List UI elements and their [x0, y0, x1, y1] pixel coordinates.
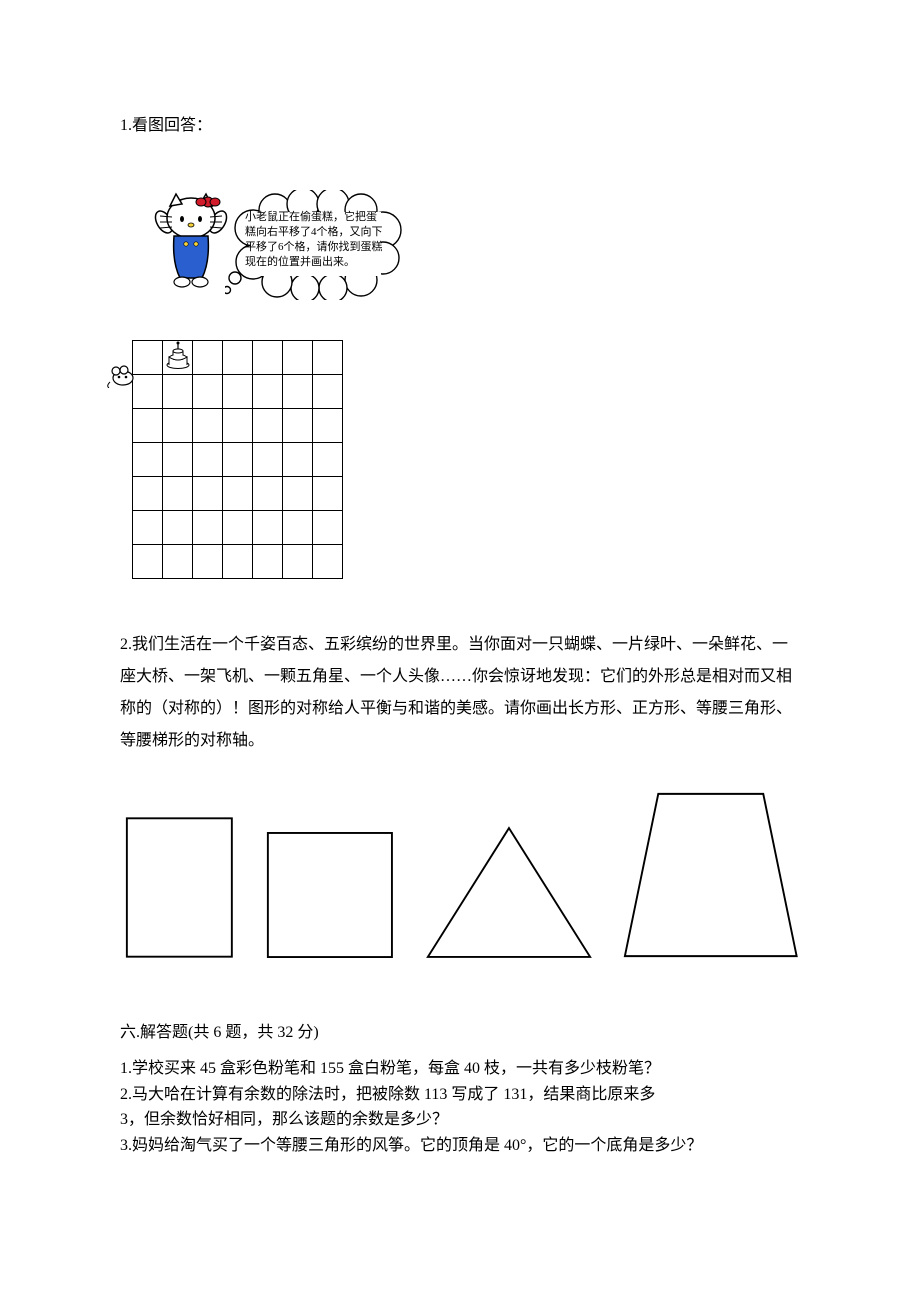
cat-character-icon [152, 192, 230, 288]
problem-line: 2.马大哈在计算有余数的除法时，把被除数 113 写成了 131，结果商比原来多 [120, 1082, 800, 1108]
grid-cell [253, 341, 283, 375]
q2-shapes-row [120, 787, 800, 963]
problem-line: 3，但余数恰好相同，那么该题的余数是多少？ [120, 1107, 800, 1133]
grid-cell [253, 545, 283, 579]
grid-cell [283, 511, 313, 545]
worksheet-page: 1.看图回答： [0, 0, 920, 1302]
grid-cell [163, 477, 193, 511]
grid-cell [313, 545, 343, 579]
grid-cell [223, 443, 253, 477]
grid-cell [283, 545, 313, 579]
grid-cell [253, 511, 283, 545]
section-6-problems: 1.学校买来 45 盒彩色粉笔和 155 盒白粉笔，每盒 40 枝，一共有多少枝… [120, 1056, 800, 1158]
grid-cell [283, 409, 313, 443]
grid-cell [133, 341, 163, 375]
problem-line: 3.妈妈给淘气买了一个等腰三角形的风筝。它的顶角是 40°，它的一个底角是多少？ [120, 1133, 800, 1159]
grid-cell [253, 477, 283, 511]
q1-grid-body [133, 341, 343, 579]
section-6-title: 六.解答题(共 6 题，共 32 分) [120, 1018, 800, 1042]
grid-cell [133, 409, 163, 443]
q2-text: 2.我们生活在一个千姿百态、五彩缤纷的世界里。当你面对一只蝴蝶、一片绿叶、一朵鲜… [120, 629, 800, 757]
grid-cell [313, 375, 343, 409]
square-shape [265, 827, 395, 963]
grid-cell [133, 443, 163, 477]
grid-cell [163, 545, 193, 579]
grid-cell [133, 375, 163, 409]
grid-cell [223, 511, 253, 545]
cake-icon [166, 341, 190, 369]
grid-cell [133, 511, 163, 545]
q1-grid-wrap [112, 340, 372, 579]
grid-cell [313, 511, 343, 545]
grid-cell [313, 443, 343, 477]
q1-figure: 小老鼠正在偷蛋糕，它把蛋糕向右平移了4个格，又向下平移了6个格，请你找到蛋糕现在… [120, 182, 410, 579]
grid-cell [223, 409, 253, 443]
grid-cell [193, 443, 223, 477]
grid-cell [133, 545, 163, 579]
grid-cell [133, 477, 163, 511]
rectangle-shape [124, 812, 235, 963]
grid-cell [193, 409, 223, 443]
q1-label: 1.看图回答： [120, 110, 800, 142]
grid-cell [163, 341, 193, 375]
grid-cell [283, 341, 313, 375]
grid-cell [253, 443, 283, 477]
grid-cell [193, 511, 223, 545]
grid-cell [163, 443, 193, 477]
grid-cell [223, 375, 253, 409]
grid-cell [283, 443, 313, 477]
grid-cell [163, 375, 193, 409]
speech-bubble: 小老鼠正在偷蛋糕，它把蛋糕向右平移了4个格，又向下平移了6个格，请你找到蛋糕现在… [225, 190, 405, 300]
grid-cell [253, 375, 283, 409]
q2-block: 2.我们生活在一个千姿百态、五彩缤纷的世界里。当你面对一只蝴蝶、一片绿叶、一朵鲜… [120, 629, 800, 963]
grid-cell [313, 409, 343, 443]
grid-cell [163, 409, 193, 443]
grid-cell [223, 477, 253, 511]
speech-bubble-text: 小老鼠正在偷蛋糕，它把蛋糕向右平移了4个格，又向下平移了6个格，请你找到蛋糕现在… [245, 210, 385, 269]
problem-line: 1.学校买来 45 盒彩色粉笔和 155 盒白粉笔，每盒 40 枝，一共有多少枝… [120, 1056, 800, 1082]
grid-cell [283, 375, 313, 409]
mouse-icon [106, 364, 136, 388]
grid-cell [193, 545, 223, 579]
grid-cell [163, 511, 193, 545]
q1-bubble-area: 小老鼠正在偷蛋糕，它把蛋糕向右平移了4个格，又向下平移了6个格，请你找到蛋糕现在… [120, 182, 410, 332]
grid-cell [193, 477, 223, 511]
grid-cell [223, 341, 253, 375]
grid-cell [313, 341, 343, 375]
grid-cell [193, 375, 223, 409]
isosceles-trapezoid-shape [622, 787, 800, 963]
isosceles-triangle-shape [425, 822, 593, 963]
q1-grid [132, 340, 343, 579]
grid-cell [223, 545, 253, 579]
grid-cell [253, 409, 283, 443]
grid-cell [283, 477, 313, 511]
grid-cell [193, 341, 223, 375]
grid-cell [313, 477, 343, 511]
